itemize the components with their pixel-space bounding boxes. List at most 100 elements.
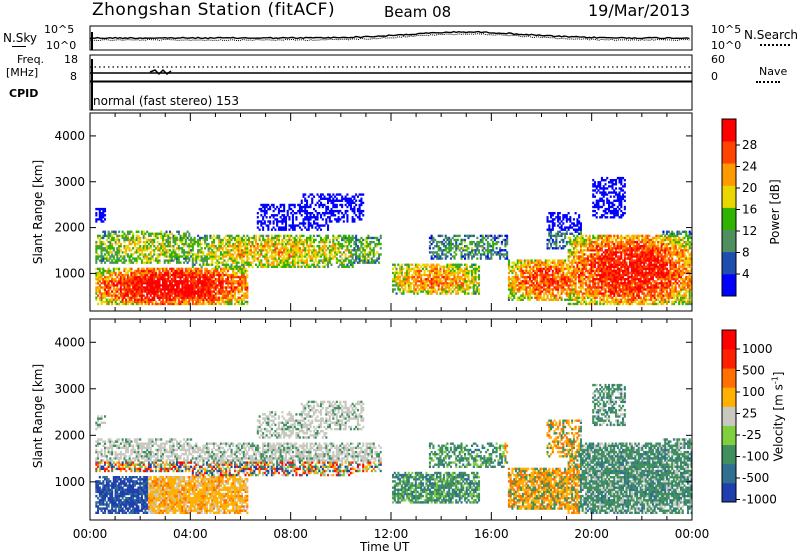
power-heatmap-cell: [116, 294, 119, 297]
power-heatmap-cell: [109, 280, 112, 283]
power-heatmap-cell: [137, 282, 140, 285]
power-heatmap-cell: [174, 236, 177, 240]
power-heatmap-cell: [341, 257, 344, 260]
nsky-tick-bottom: 10^0: [46, 39, 77, 52]
power-heatmap-cell: [328, 212, 331, 215]
power-heatmap-cell: [227, 253, 230, 256]
power-heatmap-cell: [100, 247, 103, 250]
power-heatmap-cell: [219, 290, 222, 293]
power-heatmap-cell: [128, 300, 131, 304]
power-heatmap-cell: [197, 253, 200, 256]
power-heatmap-cell: [104, 214, 107, 217]
power-heatmap-cell: [107, 294, 110, 297]
power-heatmap-cell: [355, 255, 358, 258]
power-heatmap-cell: [297, 255, 300, 258]
power-heatmap-cell: [465, 234, 468, 238]
power-heatmap-cell: [135, 296, 138, 299]
power-heatmap-cell: [123, 300, 126, 304]
power-heatmap-cell: [112, 288, 115, 291]
power-heatmap-cell: [313, 249, 316, 252]
power-heatmap-cell: [543, 263, 546, 266]
power-heatmap-cell: [328, 249, 331, 252]
power-heatmap-cell: [290, 247, 293, 250]
power-heatmap-cell: [555, 232, 558, 235]
power-heatmap-cell: [155, 284, 158, 287]
power-heatmap-cell: [241, 257, 244, 260]
power-heatmap-cell: [546, 242, 549, 246]
power-heatmap-cell: [232, 290, 235, 293]
power-heatmap-cell: [165, 294, 168, 297]
power-heatmap-cell: [283, 236, 286, 240]
power-heatmap-cell: [146, 257, 149, 260]
power-heatmap-cell: [479, 245, 482, 248]
power-heatmap-cell: [172, 302, 175, 306]
power-heatmap-cell: [246, 245, 249, 248]
power-heatmap-cell: [102, 296, 105, 299]
power-heatmap-cell: [263, 247, 266, 250]
power-heatmap-cell: [339, 209, 342, 213]
power-heatmap-cell: [95, 247, 98, 250]
power-heatmap-cell: [218, 282, 221, 285]
power-heatmap-cell: [367, 245, 370, 248]
power-heatmap-cell: [219, 275, 222, 279]
power-heatmap-cell: [395, 284, 398, 287]
power-heatmap-cell: [439, 255, 442, 258]
power-heatmap-cell: [328, 240, 331, 244]
power-heatmap-cell: [321, 205, 324, 209]
power-heatmap-cell: [286, 209, 289, 213]
power-heatmap-cell: [221, 280, 224, 283]
power-heatmap-cell: [309, 238, 312, 242]
power-heatmap-cell: [341, 263, 344, 266]
power-heatmap-cell: [272, 251, 275, 254]
power-heatmap-cell: [126, 302, 129, 306]
power-heatmap-cell: [543, 261, 546, 264]
power-heatmap-cell: [262, 226, 265, 229]
power-heatmap-cell: [211, 300, 214, 304]
power-heatmap-cell: [541, 278, 544, 281]
power-heatmap-cell: [309, 218, 312, 221]
power-heatmap-cell: [276, 259, 279, 262]
power-heatmap-cell: [214, 278, 217, 281]
power-heatmap-cell: [400, 273, 403, 277]
power-heatmap-cell: [114, 278, 117, 281]
power-heatmap-cell: [169, 238, 172, 242]
power-heatmap-cell: [160, 234, 163, 238]
power-heatmap-cell: [151, 257, 154, 260]
power-heatmap-cell: [137, 255, 140, 258]
power-heatmap-cell: [207, 263, 210, 266]
power-heatmap-cell: [235, 253, 238, 256]
power-heatmap-cell: [135, 290, 138, 293]
power-heatmap-cell: [569, 290, 572, 293]
power-heatmap-cell: [230, 286, 233, 289]
power-heatmap-cell: [306, 265, 309, 268]
power-heatmap-cell: [225, 280, 228, 283]
power-heatmap-cell: [571, 278, 574, 281]
power-heatmap-cell: [239, 284, 242, 287]
power-heatmap-cell: [234, 296, 237, 299]
power-heatmap-cell: [300, 199, 303, 202]
power-heatmap-cell: [558, 267, 561, 271]
power-heatmap-cell: [241, 302, 244, 306]
power-heatmap-cell: [107, 280, 110, 283]
power-heatmap-cell: [334, 209, 337, 213]
power-heatmap-cell: [116, 284, 119, 287]
power-heatmap-cell: [407, 275, 410, 279]
power-heatmap-cell: [302, 224, 305, 227]
power-heatmap-cell: [198, 292, 201, 295]
power-heatmap-cell: [332, 212, 335, 215]
power-heatmap-cell: [360, 236, 363, 240]
power-heatmap-cell: [274, 251, 277, 254]
power-heatmap-cell: [107, 288, 110, 291]
power-heatmap-cell: [393, 271, 396, 275]
power-heatmap-cell: [339, 255, 342, 258]
power-heatmap-cell: [126, 255, 129, 258]
nsearch-tick-top: 10^5: [711, 23, 742, 36]
power-heatmap-cell: [151, 232, 154, 235]
power-heatmap-cell: [241, 288, 244, 291]
power-heatmap-cell: [267, 263, 270, 266]
power-heatmap-cell: [514, 278, 517, 281]
power-heatmap-cell: [102, 207, 105, 211]
power-heatmap-cell: [263, 214, 266, 217]
power-heatmap-cell: [402, 267, 405, 271]
power-heatmap-cell: [125, 267, 128, 271]
